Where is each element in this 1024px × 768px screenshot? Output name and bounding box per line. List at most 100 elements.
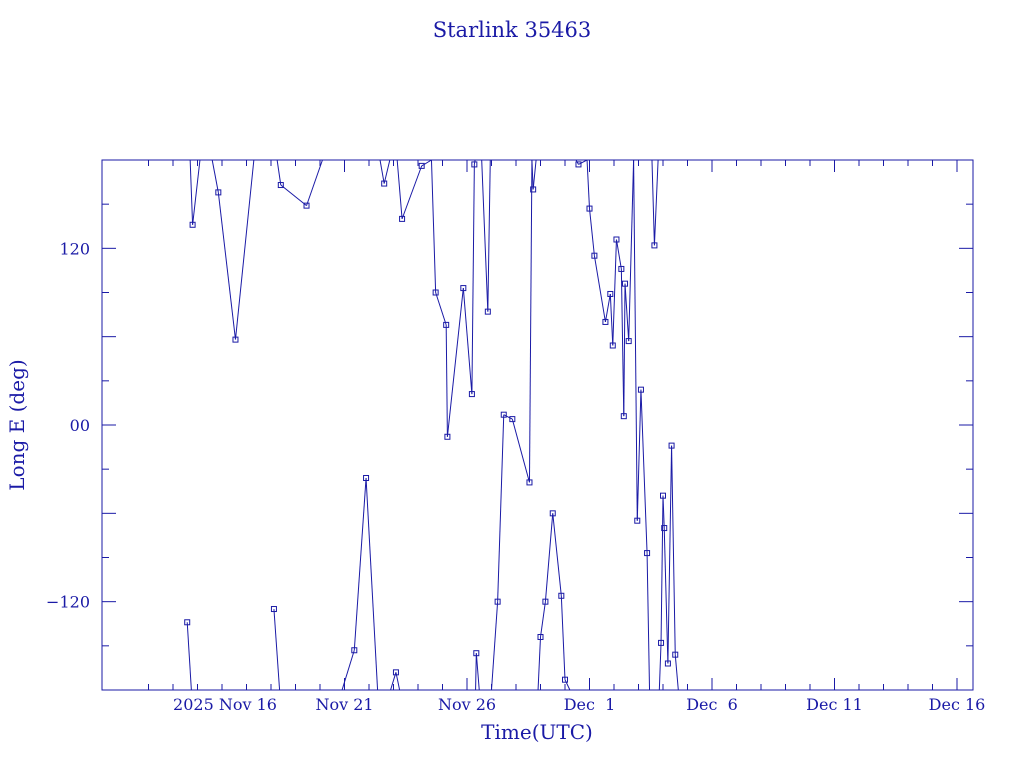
series-segment <box>612 239 617 346</box>
series-segment <box>646 553 651 691</box>
series-segment <box>379 159 385 184</box>
series-segment <box>273 608 281 691</box>
series-segment <box>540 601 546 638</box>
series-segment <box>365 477 379 691</box>
series-segment <box>593 255 606 323</box>
data-point <box>468 391 475 398</box>
data-point <box>473 650 480 657</box>
y-tick-label: −120 <box>46 593 90 612</box>
series-segment <box>446 288 464 437</box>
series-segment <box>491 601 499 691</box>
series-segment <box>660 495 664 643</box>
data-point <box>494 598 501 605</box>
data-point <box>530 186 537 193</box>
series-segment <box>211 159 219 193</box>
series-segment <box>445 324 448 437</box>
x-axis: 2025 Nov 16 Nov 21 Nov 26 Dec 1 Dec 6 Dec 11 D… <box>148 160 985 714</box>
series-segment <box>192 159 201 225</box>
data-point <box>460 285 467 292</box>
series-segment <box>586 159 590 209</box>
series-segment <box>189 159 194 225</box>
series-segment <box>609 293 614 346</box>
data-point <box>351 647 358 654</box>
series-segment <box>280 184 307 207</box>
x-tick-label: 2025 Nov 16 <box>173 695 277 714</box>
series-segment <box>544 513 554 602</box>
series-segment <box>663 528 669 664</box>
chart-title: Starlink 35463 <box>433 18 592 42</box>
data-point <box>613 236 620 243</box>
data-point <box>392 669 399 676</box>
data-point <box>658 639 665 646</box>
x-tick-label: Dec 11 <box>806 695 863 714</box>
data-point <box>232 336 239 343</box>
series-segment <box>306 159 323 206</box>
series-segment <box>604 293 611 323</box>
series-segment <box>662 495 665 529</box>
series-segment <box>497 414 505 602</box>
data-point <box>562 676 568 683</box>
data-point <box>637 386 644 393</box>
series-segment <box>633 159 638 521</box>
series-segment <box>353 477 367 651</box>
data-point <box>189 221 196 228</box>
series-segment <box>481 159 489 312</box>
series-segment <box>671 445 676 655</box>
series-segment <box>471 164 475 395</box>
data-point <box>609 342 616 349</box>
data-point <box>660 492 666 499</box>
data-point <box>500 411 507 418</box>
series-segment <box>640 389 648 554</box>
data-point <box>418 162 425 169</box>
data-point <box>602 318 609 325</box>
plot-frame <box>101 159 974 691</box>
data-point <box>471 161 478 168</box>
data-point <box>618 265 625 272</box>
series-segment <box>537 636 541 691</box>
series-segment <box>186 622 192 691</box>
x-tick-label: Dec 1 <box>564 695 616 714</box>
y-axis-title: Long E (deg) <box>5 359 29 490</box>
series-segment <box>341 650 355 691</box>
data-point <box>303 202 310 209</box>
series-segment <box>383 159 391 184</box>
data-point <box>542 598 549 605</box>
data-point <box>591 252 598 259</box>
x-tick-label: Nov 26 <box>438 695 496 714</box>
series-segment <box>430 159 437 293</box>
series-segment <box>531 159 534 190</box>
series-segment <box>560 595 566 680</box>
data-point <box>537 634 544 640</box>
data-point <box>625 338 632 345</box>
series-segment <box>653 159 659 246</box>
series-segment <box>475 653 480 691</box>
series-segment <box>276 159 282 186</box>
data-point <box>558 592 565 599</box>
data-point <box>549 510 556 517</box>
data-point <box>443 321 450 328</box>
series-segment <box>532 159 537 190</box>
series-segment <box>396 159 403 219</box>
series-segment <box>623 283 626 417</box>
series-segment <box>564 679 571 691</box>
x-axis-title: Time(UTC) <box>481 720 593 744</box>
series-segment <box>475 653 477 691</box>
data-point <box>444 433 451 440</box>
series-segment <box>651 159 655 246</box>
series-segment <box>636 389 642 521</box>
series-segment <box>674 654 679 691</box>
data-point <box>668 442 675 449</box>
series-segment <box>217 192 236 340</box>
series-segment <box>615 239 622 270</box>
data-point <box>586 205 593 212</box>
series-segment <box>628 159 635 342</box>
series-segment <box>234 159 255 340</box>
data-point <box>644 550 651 557</box>
series-segment <box>578 159 588 165</box>
x-tick-label: Dec 6 <box>686 695 738 714</box>
data-point <box>575 161 582 168</box>
data-point <box>381 180 388 187</box>
data-point <box>634 517 641 524</box>
data-point <box>651 242 658 249</box>
